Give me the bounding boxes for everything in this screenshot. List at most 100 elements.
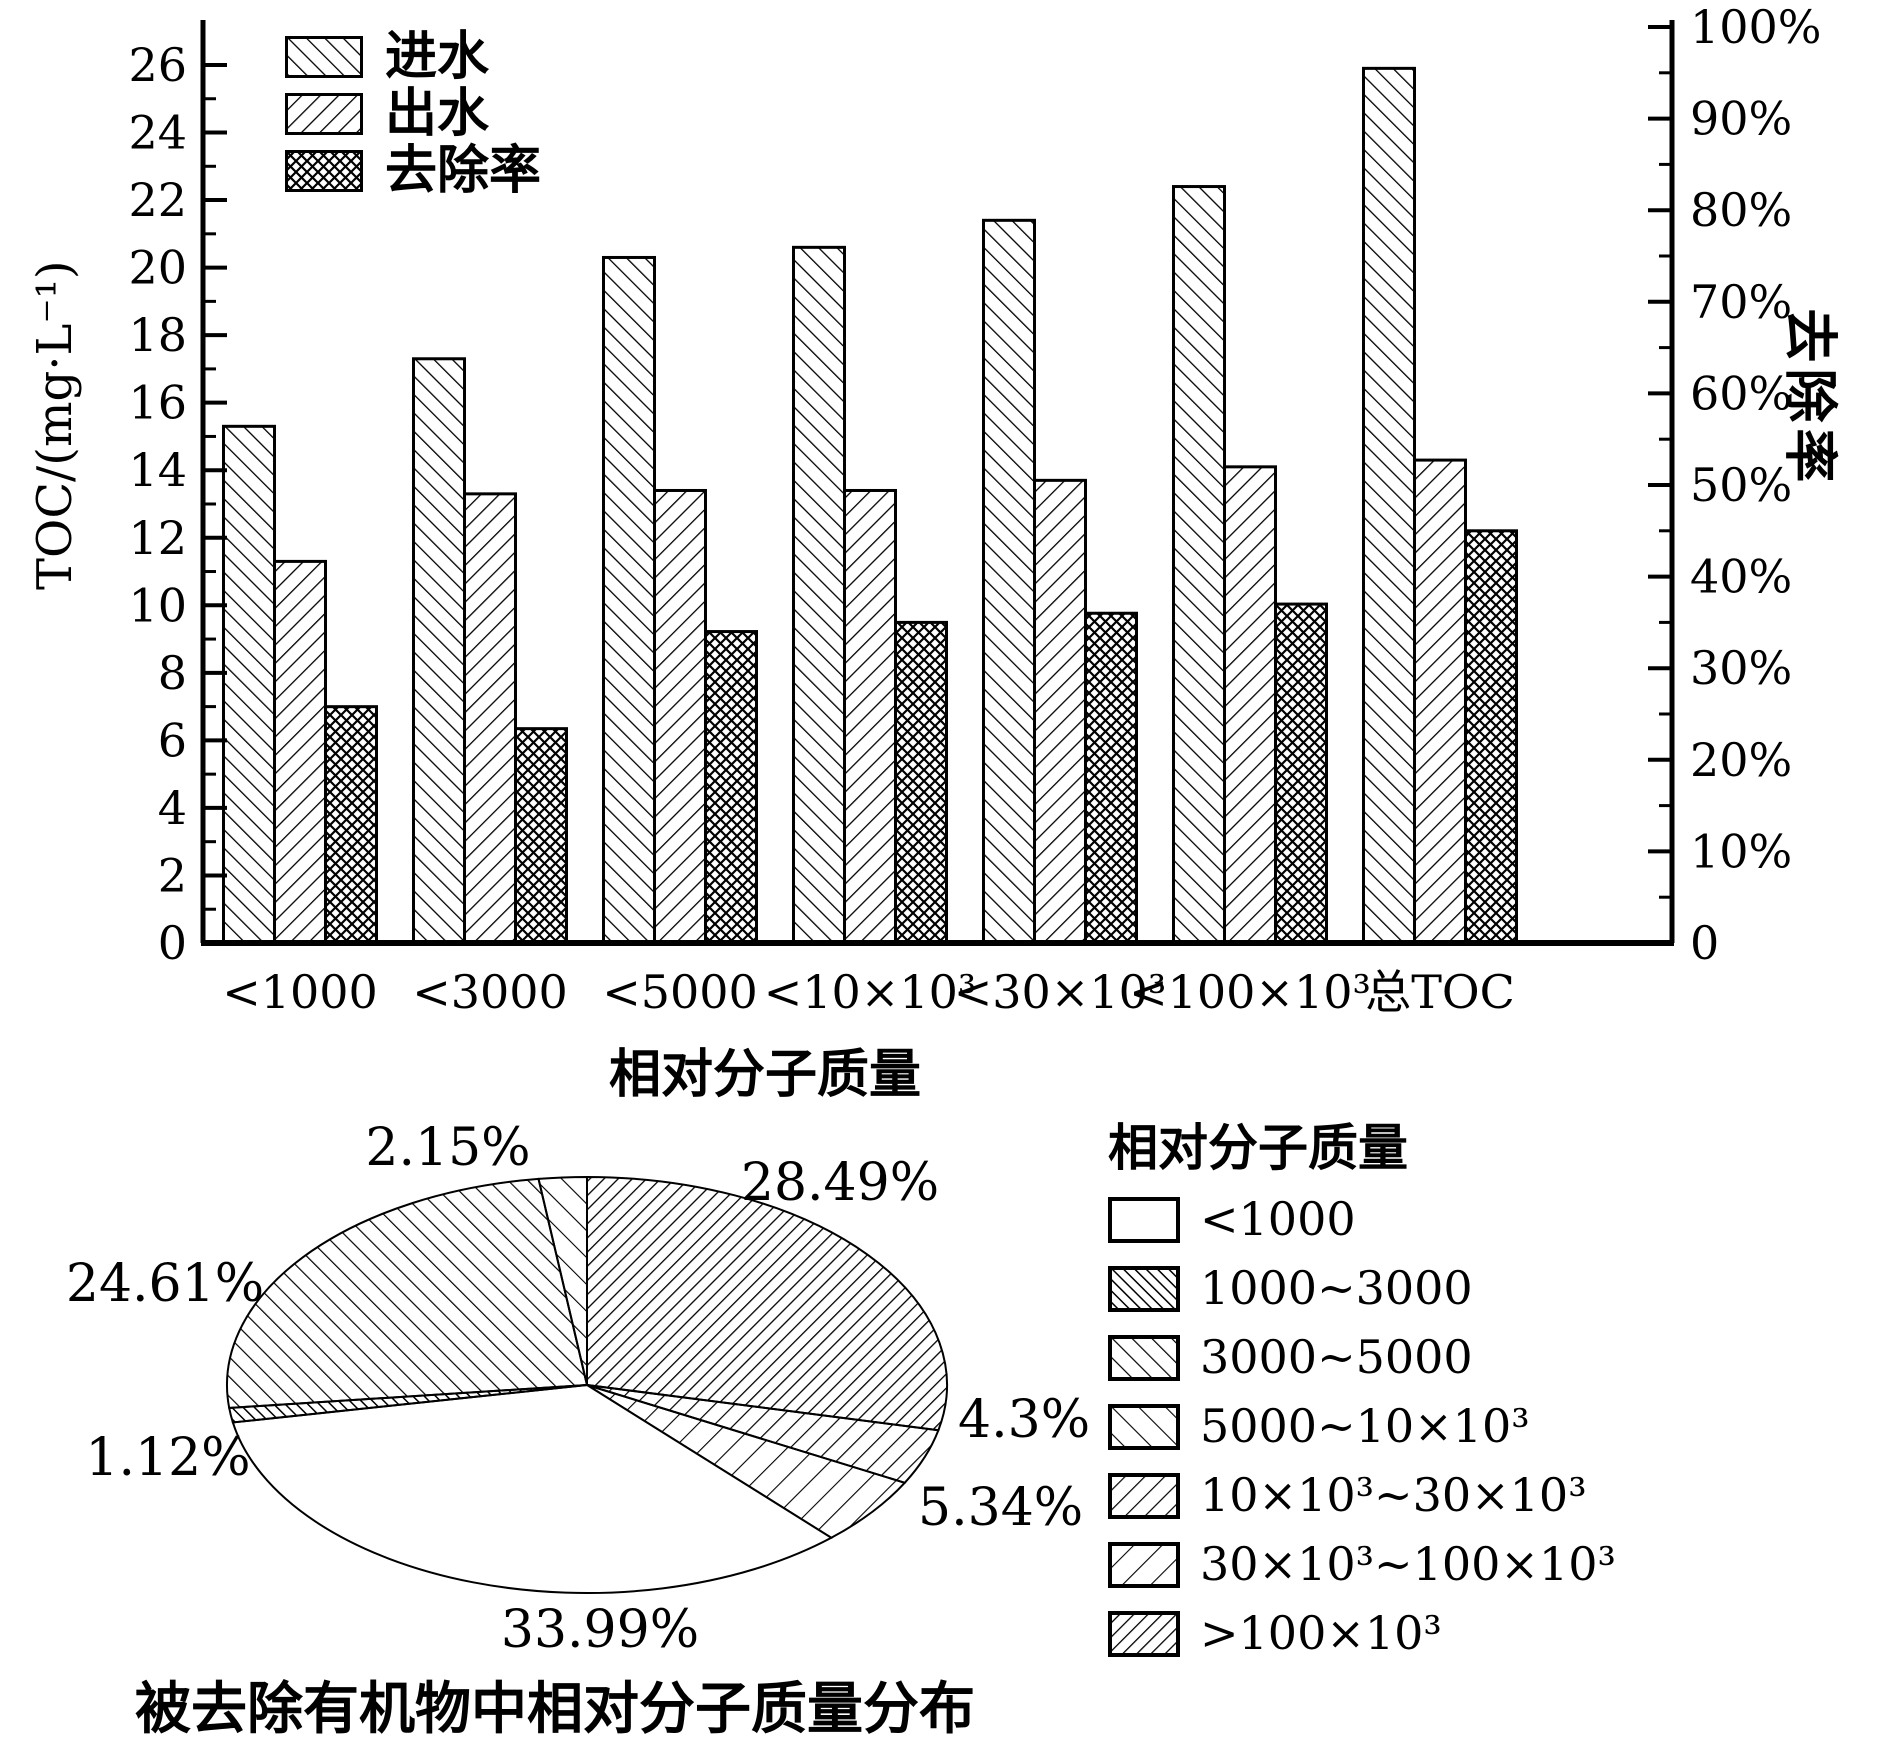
bar-legend-row: 出水 xyxy=(285,86,541,140)
pie-legend-label: <1000 xyxy=(1200,1192,1356,1247)
pie-legend-label: 1000~3000 xyxy=(1200,1261,1473,1316)
right-axis-tick-label: 50% xyxy=(1690,458,1792,512)
pie-slice-label-30k-100k: 5.34% xyxy=(918,1478,1084,1538)
right-axis-tick-label: 70% xyxy=(1690,275,1792,329)
left-axis-tick-label: 10 xyxy=(128,578,187,632)
bar-进水-4 xyxy=(982,218,1036,945)
x-category-label: <30×10³ xyxy=(954,965,1167,1019)
bar-chart-bars xyxy=(222,66,1518,945)
left-axis-tick-label: 6 xyxy=(158,713,187,767)
bar-legend-row: 进水 xyxy=(285,29,541,83)
pie-legend: 相对分子质量 <1000 1000~3000 3000~5000 5000~10×10… xyxy=(1108,1121,1616,1680)
bar-去除率-4 xyxy=(1084,611,1138,945)
right-axis-tick-label: 10% xyxy=(1690,824,1792,878)
x-category-label: <10×10³ xyxy=(764,965,977,1019)
pie-legend-label: >100×10³ xyxy=(1200,1606,1442,1661)
x-category-label: 总TOC xyxy=(1365,965,1515,1019)
right-axis-title: 去除率 xyxy=(1778,308,1843,489)
bar-chart-legend: 进水 出水 去除率 xyxy=(285,29,541,207)
pie-legend-label: 5000~10×10³ xyxy=(1200,1399,1530,1454)
pie-legend-rows: <1000 1000~3000 3000~5000 5000~10×10³ 10×10³… xyxy=(1108,1192,1616,1661)
x-category-label: <3000 xyxy=(412,965,568,1019)
pie-legend-row: 30×10³~100×10³ xyxy=(1108,1540,1616,1589)
left-axis-tick-label: 22 xyxy=(128,173,187,227)
left-axis-tick-label: 26 xyxy=(128,38,187,92)
left-axis-tick-label: 8 xyxy=(158,646,187,700)
right-axis-tick-label: 80% xyxy=(1690,183,1792,237)
bar-出水-4 xyxy=(1033,478,1087,945)
left-axis-tick-label: 4 xyxy=(158,781,187,835)
bar-去除率-6 xyxy=(1464,529,1518,945)
bar-legend-swatch xyxy=(285,150,363,192)
left-axis-tick-label: 2 xyxy=(158,848,187,902)
bar-chart-axes: 02468101214161820222426010%20%30%40%50%6… xyxy=(128,0,1821,1019)
bar-出水-0 xyxy=(273,559,327,945)
x-category-label: <5000 xyxy=(602,965,758,1019)
left-axis-tick-label: 16 xyxy=(128,376,187,430)
left-axis-tick-label: 24 xyxy=(128,106,187,160)
bar-legend-label: 进水 xyxy=(385,25,490,87)
bar-进水-5 xyxy=(1172,185,1226,945)
left-axis-tick-label: 20 xyxy=(128,241,187,295)
pie-legend-row: >100×10³ xyxy=(1108,1606,1616,1661)
bar-进水-6 xyxy=(1362,66,1416,945)
bar-出水-1 xyxy=(463,492,517,945)
x-category-label: <100×10³ xyxy=(1129,965,1371,1019)
pie-slice-label-lt1000: 33.99% xyxy=(500,1600,700,1660)
pie-legend-swatch xyxy=(1108,1196,1180,1243)
bar-进水-0 xyxy=(222,424,276,945)
bar-legend-label: 出水 xyxy=(385,82,490,144)
bar-出水-6 xyxy=(1413,458,1467,945)
pie-legend-row: 1000~3000 xyxy=(1108,1261,1616,1316)
pie-legend-swatch xyxy=(1108,1610,1180,1657)
pie-slice-label-5000-10k: 2.15% xyxy=(365,1118,531,1178)
pie-slice-5000~10×10³ xyxy=(537,1175,588,1386)
left-axis-tick-label: 12 xyxy=(128,511,187,565)
pie-legend-swatch xyxy=(1108,1472,1180,1519)
bar-去除率-5 xyxy=(1274,602,1328,945)
bar-出水-3 xyxy=(843,488,897,945)
pie-legend-row: 5000~10×10³ xyxy=(1108,1399,1616,1454)
right-axis-tick-label: 60% xyxy=(1690,366,1792,420)
pie-legend-swatch xyxy=(1108,1403,1180,1450)
pie-slice-label-3000-5000: 24.61% xyxy=(65,1254,265,1314)
pie-legend-swatch xyxy=(1108,1334,1180,1381)
bar-legend-row: 去除率 xyxy=(285,143,541,197)
bar-legend-label: 去除率 xyxy=(385,139,542,201)
pie-legend-label: 3000~5000 xyxy=(1200,1330,1473,1385)
bar-进水-1 xyxy=(412,357,466,945)
pie-legend-row: 10×10³~30×10³ xyxy=(1108,1468,1616,1523)
right-axis-tick-label: 30% xyxy=(1690,641,1792,695)
right-axis-tick-label: 100% xyxy=(1690,0,1822,54)
pie-legend-swatch xyxy=(1108,1541,1180,1588)
pie-legend-row: <1000 xyxy=(1108,1192,1616,1247)
pie-legend-swatch xyxy=(1108,1265,1180,1312)
pie-slice-label-1000-3000: 1.12% xyxy=(85,1428,251,1488)
x-axis-title: 相对分子质量 xyxy=(608,1044,921,1105)
bar-去除率-0 xyxy=(324,705,378,945)
bar-legend-swatch xyxy=(285,36,363,78)
left-axis-tick-label: 18 xyxy=(128,308,187,362)
pie-slice-3000~5000 xyxy=(226,1177,589,1410)
bar-去除率-2 xyxy=(704,630,758,945)
pie-slice->100×10³ xyxy=(586,1175,949,1432)
bar-出水-2 xyxy=(653,488,707,945)
bar-进水-2 xyxy=(602,255,656,945)
left-axis-title: TOC/(mg·L⁻¹) xyxy=(26,260,83,591)
pie-legend-row: 3000~5000 xyxy=(1108,1330,1616,1385)
right-axis-tick-label: 90% xyxy=(1690,92,1792,146)
pie-slice-<1000 xyxy=(231,1383,834,1594)
pie-slice-label-10k-30k: 4.3% xyxy=(958,1390,1091,1450)
pie-legend-label: 10×10³~30×10³ xyxy=(1200,1468,1587,1523)
right-axis-tick-label: 40% xyxy=(1690,550,1792,604)
bar-去除率-1 xyxy=(514,727,568,945)
bar-去除率-3 xyxy=(894,620,948,945)
right-axis-tick-label: 0 xyxy=(1690,916,1719,970)
x-category-label: <1000 xyxy=(222,965,378,1019)
left-axis-tick-label: 0 xyxy=(158,916,187,970)
bar-legend-swatch xyxy=(285,93,363,135)
pie-caption: 被去除有机物中相对分子质量分布 xyxy=(135,1676,975,1742)
right-axis-tick-label: 20% xyxy=(1690,733,1792,787)
